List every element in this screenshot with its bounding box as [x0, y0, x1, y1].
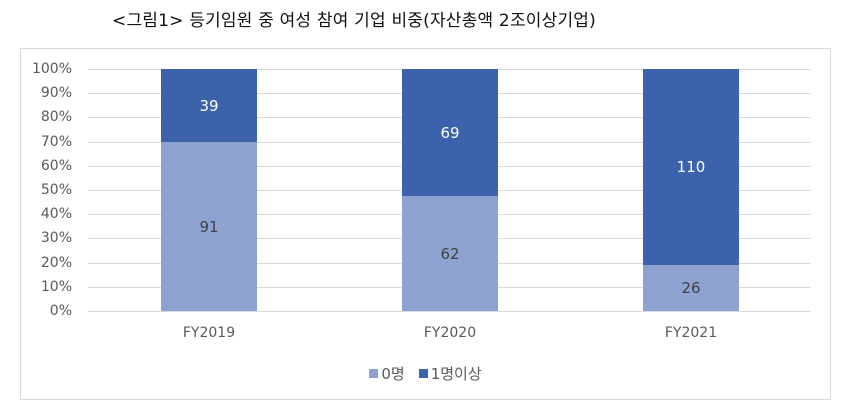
- bar-segment-zero: 62: [402, 196, 498, 311]
- bar-segment-one-plus: 69: [402, 69, 498, 196]
- chart-frame: [20, 48, 831, 400]
- data-label: 110: [676, 158, 706, 176]
- x-tick-label: FY2020: [423, 325, 477, 341]
- legend-swatch-zero-icon: [369, 369, 379, 378]
- data-label: 39: [199, 96, 219, 115]
- bar-segment-one-plus: 110: [643, 69, 739, 265]
- y-tick-label: 50%: [40, 182, 72, 198]
- legend-item-zero: 0명: [369, 363, 405, 384]
- bar-segment-zero: 26: [643, 265, 739, 311]
- gridline: [88, 311, 811, 312]
- x-tick-label: FY2021: [664, 325, 718, 341]
- bar-segment-zero: 91: [161, 142, 257, 311]
- data-label: 91: [199, 217, 219, 236]
- y-tick-label: 70%: [40, 134, 72, 150]
- y-tick-label: 30%: [40, 230, 72, 246]
- y-tick-label: 90%: [40, 85, 72, 101]
- legend: 0명 1명이상: [0, 363, 845, 384]
- data-label: 62: [440, 244, 460, 263]
- y-tick-label: 80%: [40, 109, 72, 125]
- y-tick-label: 100%: [31, 61, 72, 77]
- legend-label-zero: 0명: [381, 365, 405, 383]
- legend-item-one-plus: 1명이상: [418, 363, 482, 384]
- y-tick-label: 10%: [40, 279, 72, 295]
- y-tick-label: 40%: [40, 206, 72, 222]
- y-tick-label: 20%: [40, 255, 72, 271]
- y-tick-label: 0%: [49, 303, 72, 319]
- x-tick-label: FY2019: [182, 325, 236, 341]
- bar-segment-one-plus: 39: [161, 69, 257, 142]
- legend-label-one-plus: 1명이상: [430, 365, 482, 383]
- y-tick-label: 60%: [40, 158, 72, 174]
- data-label: 26: [681, 279, 701, 297]
- data-label: 69: [440, 123, 460, 142]
- legend-swatch-one-plus-icon: [418, 369, 428, 378]
- chart-title: <그림1> 등기임원 중 여성 참여 기업 비중(자산총액 2조이상기업): [112, 11, 596, 31]
